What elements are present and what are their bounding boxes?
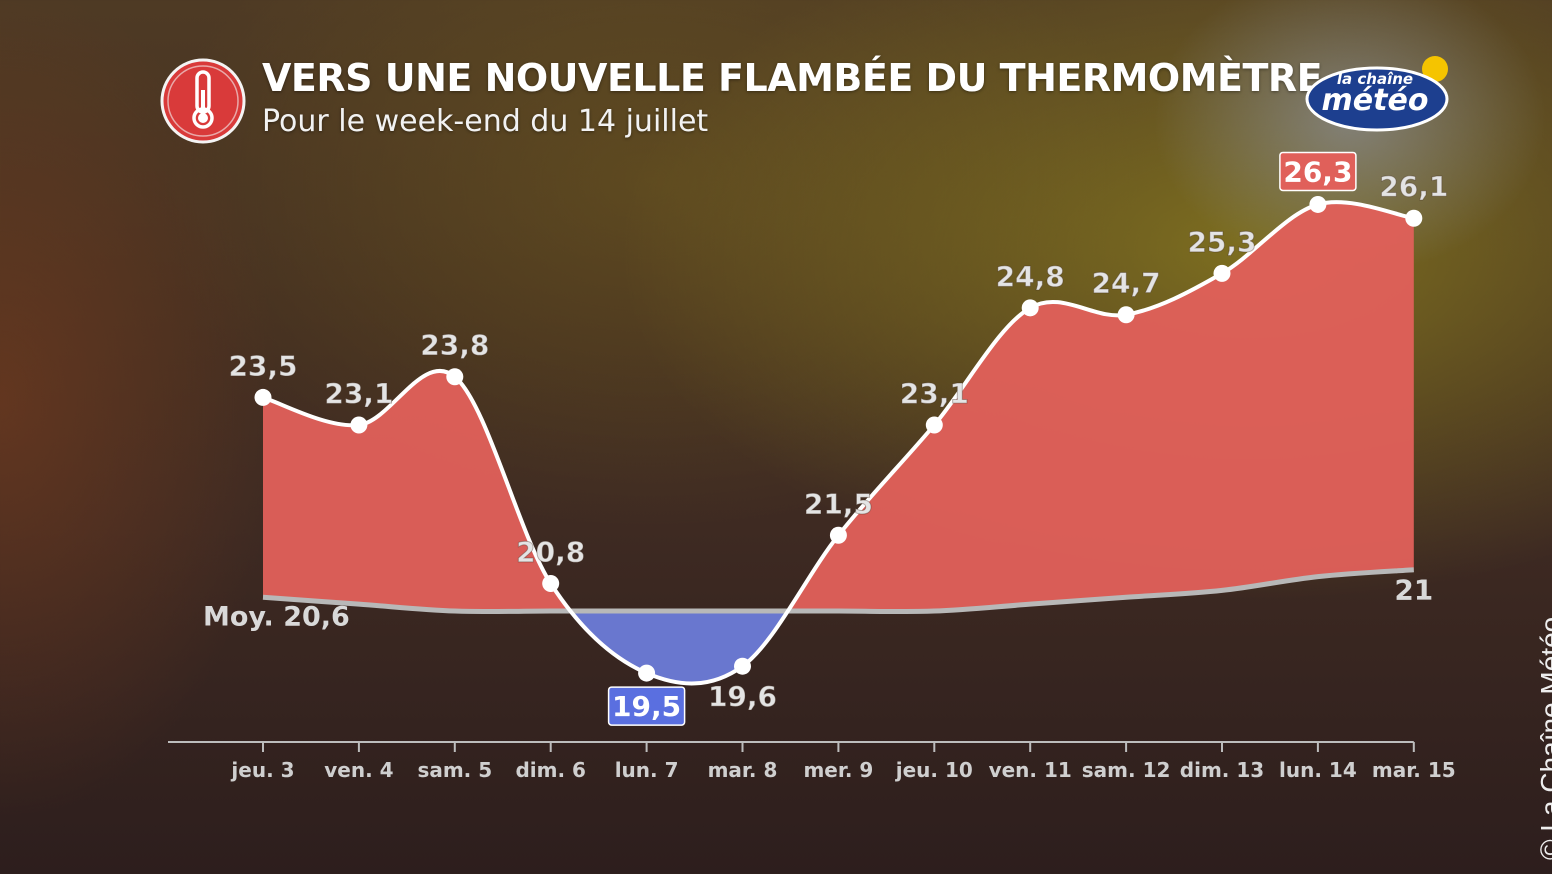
- x-tick-label: mer. 9: [803, 758, 873, 782]
- data-label: 23,8: [420, 329, 489, 362]
- data-point: [446, 368, 464, 386]
- average-end-label: 21: [1394, 574, 1433, 607]
- data-label: 23,1: [324, 377, 393, 410]
- x-tick-label: dim. 6: [515, 758, 586, 782]
- max-value-badge: [1279, 151, 1357, 192]
- x-tick-label: sam. 12: [1082, 758, 1171, 782]
- logo-line2: météo: [1322, 83, 1429, 118]
- data-point: [1117, 306, 1135, 324]
- data-point: [1309, 195, 1327, 213]
- x-tick-label: mar. 15: [1372, 758, 1456, 782]
- data-label: 19,5: [612, 690, 681, 723]
- data-point: [829, 526, 847, 544]
- logo-line1: la chaîne: [1337, 70, 1413, 88]
- below-average-area: [454, 611, 935, 684]
- data-label: 23,5: [228, 349, 297, 382]
- data-label: 24,7: [1092, 267, 1161, 300]
- x-tick-label: ven. 11: [989, 758, 1072, 782]
- data-label: 20,8: [516, 535, 585, 568]
- data-point: [1213, 264, 1231, 282]
- data-label: 24,8: [996, 260, 1065, 293]
- average-start-label: Moy. 20,6: [203, 601, 350, 632]
- x-tick-label: dim. 13: [1180, 758, 1264, 782]
- chart-areas: [263, 202, 1414, 684]
- x-tick-label: lun. 14: [1279, 758, 1357, 782]
- data-label: 26,1: [1379, 170, 1448, 203]
- logo-sun-icon: [1422, 56, 1448, 82]
- min-value-badge: [607, 686, 686, 726]
- data-label: 21,5: [804, 487, 873, 520]
- copyright-text: © La Chaîne Météo: [1535, 616, 1552, 860]
- data-point: [1021, 299, 1039, 317]
- data-point: [638, 664, 656, 682]
- title-block: VERS UNE NOUVELLE FLAMBÉE DU THERMOMÈTRE…: [262, 56, 1323, 139]
- x-tick-label: mar. 8: [708, 758, 778, 782]
- data-point: [925, 416, 943, 434]
- data-point: [254, 388, 272, 406]
- chart-labels: 23,5 23,1 23,8 20,8 19,5 19,6 21,5 23,1 24,8 24,7…: [203, 151, 1449, 726]
- data-label: 19,6: [708, 680, 777, 713]
- chart-subtitle: Pour le week-end du 14 juillet: [262, 104, 709, 139]
- data-point: [734, 657, 751, 675]
- above-average-area: [263, 202, 1414, 612]
- data-label: 26,3: [1283, 155, 1352, 188]
- x-tick-label: ven. 4: [324, 758, 393, 782]
- x-tick-label: jeu. 3: [230, 758, 294, 782]
- data-label: 23,1: [900, 377, 969, 410]
- data-point: [350, 416, 368, 434]
- x-tick-label: jeu. 10: [895, 758, 973, 782]
- thermometer-icon: [160, 58, 246, 144]
- chart-points: [254, 195, 1423, 682]
- average-line: [262, 567, 1414, 615]
- la-chaine-meteo-logo: la chaîne météo: [1305, 56, 1449, 132]
- x-axis: jeu. 3 ven. 4 sam. 5 dim. 6 lun. 7 mar. 8 mer.…: [168, 741, 1456, 782]
- data-point: [542, 574, 560, 592]
- x-tick-label: sam. 5: [417, 758, 492, 782]
- data-label: 25,3: [1187, 225, 1256, 258]
- x-tick-label: lun. 7: [615, 758, 679, 782]
- data-point: [1405, 209, 1423, 227]
- chart-title: VERS UNE NOUVELLE FLAMBÉE DU THERMOMÈTRE: [262, 56, 1323, 100]
